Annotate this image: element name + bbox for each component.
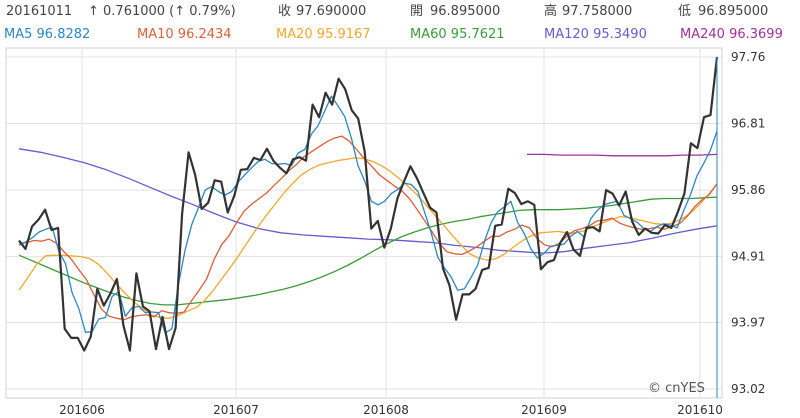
open-key: 開 — [410, 4, 424, 19]
legend-ma240: MA240 96.3699 — [680, 25, 783, 45]
chart-axes: 97.76 96.81 95.86 94.91 93.97 93.02 201606 2016… — [59, 50, 765, 417]
open-value: 96.895000 — [430, 4, 501, 19]
legend-ma5-value: 96.8282 — [36, 27, 91, 42]
y-tick-label: 96.81 — [731, 117, 765, 131]
legend-ma20-label: MA20 — [276, 27, 313, 42]
high-value: 97.758000 — [562, 4, 633, 19]
legend-ma10: MA10 96.2434 — [137, 25, 232, 45]
date-label: 20161011 — [6, 4, 73, 19]
legend-ma240-label: MA240 — [680, 27, 725, 42]
chart-grid — [5, 47, 723, 399]
legend-ma20: MA20 95.9167 — [276, 25, 371, 45]
legend-ma240-value: 96.3699 — [729, 27, 783, 42]
low-key: 低 — [678, 4, 692, 19]
legend-ma120: MA120 95.3490 — [544, 25, 647, 45]
watermark: © cnYES — [648, 381, 705, 396]
y-tick-label: 97.76 — [731, 50, 765, 64]
y-tick-label: 93.02 — [731, 382, 765, 396]
high-key: 高 — [544, 4, 558, 19]
legend-ma5-label: MA5 — [4, 27, 33, 42]
legend-ma60: MA60 95.7621 — [410, 25, 505, 45]
legend-ma60-value: 95.7621 — [450, 27, 505, 42]
series-ma240 — [527, 153, 718, 157]
x-tick-label: 201610 — [677, 403, 723, 417]
close-key: 收 — [278, 4, 292, 19]
close-value: 97.690000 — [296, 4, 367, 19]
series-ma120 — [18, 148, 718, 254]
legend-ma60-label: MA60 — [410, 27, 447, 42]
y-tick-label: 93.97 — [731, 315, 765, 329]
x-tick-label: 201606 — [59, 403, 105, 417]
change-label: ↑ 0.761000 (↑ 0.79%) — [88, 4, 236, 19]
legend-ma120-value: 95.3490 — [593, 27, 647, 42]
x-tick-label: 201607 — [213, 403, 259, 417]
x-tick-label: 201608 — [363, 403, 409, 417]
x-tick-label: 201609 — [521, 403, 567, 417]
legend-ma20-value: 95.9167 — [316, 27, 371, 42]
legend-ma10-label: MA10 — [137, 27, 174, 42]
series-ma60 — [18, 196, 718, 306]
legend-ma5: MA5 96.8282 — [4, 25, 90, 45]
y-tick-label: 94.91 — [731, 250, 765, 264]
y-tick-label: 95.86 — [731, 183, 765, 197]
legend-ma120-label: MA120 — [544, 27, 589, 42]
legend-ma10-value: 96.2434 — [177, 27, 232, 42]
chart-series — [18, 56, 719, 398]
plot-frame — [5, 47, 723, 399]
series-close — [18, 56, 719, 352]
low-value: 96.895000 — [698, 4, 769, 19]
